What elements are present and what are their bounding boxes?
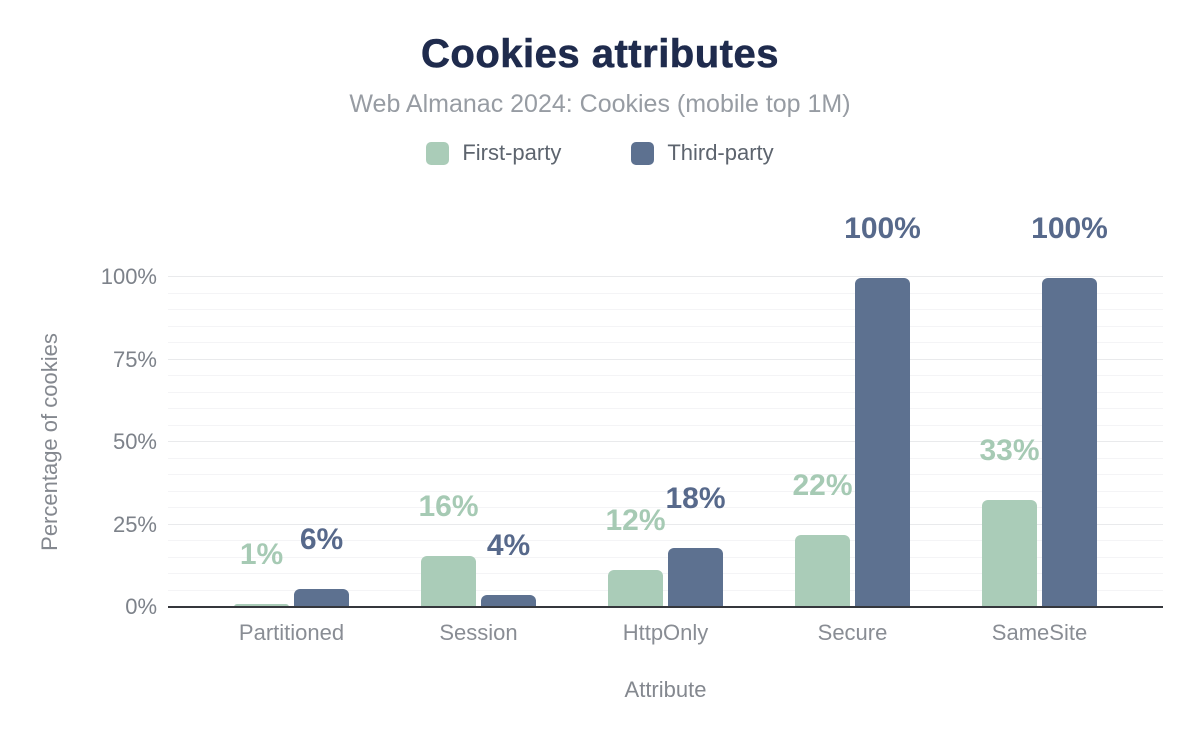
category-band: 12% 18% HttpOnly xyxy=(572,277,759,645)
bar-third-party[interactable] xyxy=(294,588,349,607)
legend-label: Third-party xyxy=(667,140,774,165)
minor-gridline xyxy=(168,589,1163,591)
bar-first-party[interactable] xyxy=(795,534,850,607)
bar-value-label: 100% xyxy=(1031,212,1108,245)
bar-value-label: 4% xyxy=(486,529,531,563)
legend: First-party Third-party xyxy=(0,140,1200,166)
minor-gridline xyxy=(168,325,1163,327)
category-band: 16% 4% Session xyxy=(385,277,572,645)
bar-value-label: 6% xyxy=(299,522,344,556)
minor-gridline xyxy=(168,292,1163,294)
bar-third-party[interactable] xyxy=(855,278,910,607)
x-category-label: Session xyxy=(439,620,518,645)
minor-gridline xyxy=(168,457,1163,459)
bar-value-label: 22% xyxy=(792,468,853,502)
bar-value-label: 100% xyxy=(844,212,921,245)
minor-gridline xyxy=(168,556,1163,558)
major-gridline xyxy=(168,276,1163,277)
x-category-label: SameSite xyxy=(991,620,1088,645)
x-axis-title: Attribute xyxy=(624,677,707,702)
legend-label: First-party xyxy=(462,140,562,165)
minor-gridline xyxy=(168,375,1163,376)
y-tick-label: 50% xyxy=(112,429,157,454)
bar-third-party[interactable] xyxy=(1042,278,1097,607)
minor-gridline xyxy=(168,342,1163,343)
minor-gridline xyxy=(168,424,1163,426)
major-gridline xyxy=(168,441,1163,442)
minor-gridline xyxy=(168,309,1163,310)
bar-value-label: 16% xyxy=(418,490,479,524)
x-category-label: Secure xyxy=(817,620,888,645)
minor-gridline xyxy=(168,391,1163,393)
minor-gridline xyxy=(168,573,1163,574)
y-tick-label: 25% xyxy=(112,511,157,537)
bar-first-party[interactable] xyxy=(608,569,663,607)
minor-gridline xyxy=(168,490,1163,492)
minor-gridline xyxy=(168,474,1163,475)
bar-value-label: 1% xyxy=(239,538,284,572)
category-band: 33% 100% SameSite xyxy=(946,214,1133,646)
bar-value-label: 33% xyxy=(979,433,1040,467)
minor-gridline xyxy=(168,408,1163,409)
y-tick-label: 75% xyxy=(112,346,157,372)
category-band: 22% 100% Secure xyxy=(759,214,946,646)
y-tick-label: 100% xyxy=(100,264,157,289)
bar-value-label: 12% xyxy=(605,503,666,537)
bar-first-party[interactable] xyxy=(421,556,476,607)
minor-gridline xyxy=(168,540,1163,541)
bar-value-label: 18% xyxy=(665,481,726,515)
chart-subtitle: Web Almanac 2024: Cookies (mobile top 1M… xyxy=(349,90,851,118)
x-category-label: Partitioned xyxy=(238,620,345,645)
major-gridline xyxy=(168,523,1163,525)
bar-first-party[interactable] xyxy=(982,499,1037,607)
bar-first-party[interactable] xyxy=(234,604,289,607)
bar-bands: 1% 6% Partitioned 16% 4% Session 12% 18% HttpOnl… xyxy=(168,214,1163,646)
legend-swatch xyxy=(426,141,450,165)
x-category-label: HttpOnly xyxy=(622,620,709,645)
major-gridline xyxy=(168,358,1163,360)
category-band: 1% 6% Partitioned xyxy=(198,277,385,645)
x-axis-line xyxy=(168,606,1163,608)
minor-gridline xyxy=(168,507,1163,508)
chart-title: Cookies attributes xyxy=(421,32,779,77)
y-axis-tick-labels: 0% 25% 50% 75% 100% xyxy=(0,265,157,619)
y-tick-label: 0% xyxy=(125,594,157,619)
legend-item[interactable]: Third-party xyxy=(631,140,774,166)
bar-third-party[interactable] xyxy=(481,595,536,607)
bar-third-party[interactable] xyxy=(668,547,723,607)
legend-swatch xyxy=(631,141,655,165)
plot-area: 1% 6% Partitioned 16% 4% Session 12% 18% HttpOnl… xyxy=(168,214,1163,646)
legend-item[interactable]: First-party xyxy=(426,140,561,166)
